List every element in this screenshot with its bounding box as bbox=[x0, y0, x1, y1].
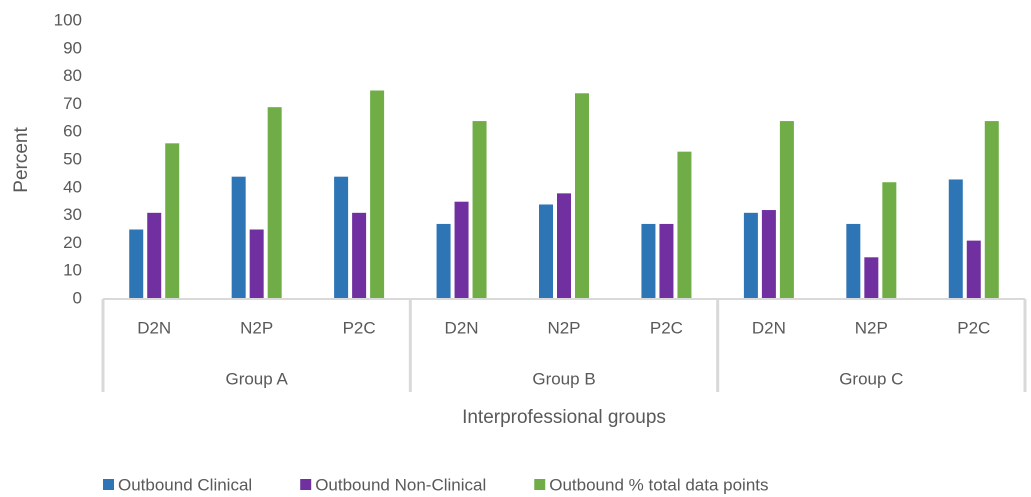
group-label: Group B bbox=[532, 369, 595, 388]
x-tick-label: P2C bbox=[957, 318, 990, 337]
bar bbox=[231, 176, 246, 299]
bar bbox=[249, 229, 264, 299]
legend-swatch bbox=[300, 479, 312, 490]
y-tick-label: 90 bbox=[63, 38, 82, 57]
bar bbox=[779, 121, 794, 299]
group-label: Group A bbox=[225, 369, 288, 388]
x-tick-label: D2N bbox=[752, 318, 786, 337]
legend-label: Outbound Clinical bbox=[118, 475, 252, 494]
legend-label: Outbound % total data points bbox=[549, 475, 768, 494]
legend-swatch bbox=[534, 479, 546, 490]
bar bbox=[743, 212, 758, 299]
x-axis-title: Interprofessional groups bbox=[462, 407, 666, 428]
bar bbox=[761, 210, 776, 299]
y-tick-label: 0 bbox=[73, 288, 82, 307]
x-tick-label: P2C bbox=[650, 318, 683, 337]
bar bbox=[454, 201, 469, 299]
bar bbox=[267, 107, 282, 300]
bar bbox=[966, 240, 981, 299]
bar bbox=[984, 121, 999, 299]
y-tick-label: 20 bbox=[63, 233, 82, 252]
legend-swatch bbox=[103, 479, 114, 490]
y-tick-label: 70 bbox=[63, 94, 82, 113]
bar bbox=[864, 257, 879, 299]
bar bbox=[882, 182, 897, 299]
x-tick-label: D2N bbox=[137, 318, 171, 337]
bar bbox=[370, 90, 385, 299]
y-tick-label: 10 bbox=[63, 261, 82, 280]
bar bbox=[129, 229, 144, 299]
x-tick-label: N2P bbox=[240, 318, 273, 337]
y-axis-title: Percent bbox=[11, 127, 32, 193]
y-tick-label: 80 bbox=[63, 66, 82, 85]
y-tick-label: 60 bbox=[63, 122, 82, 141]
bar bbox=[165, 143, 180, 299]
y-tick-label: 50 bbox=[63, 149, 82, 168]
bar bbox=[575, 93, 589, 299]
y-tick-label: 40 bbox=[63, 177, 82, 196]
legend-label: Outbound Non-Clinical bbox=[315, 475, 486, 494]
x-tick-label: D2N bbox=[445, 318, 479, 337]
bar bbox=[659, 223, 674, 299]
y-tick-label: 100 bbox=[54, 10, 82, 29]
bar bbox=[539, 204, 553, 299]
bar bbox=[641, 223, 656, 299]
bar bbox=[334, 176, 349, 299]
group-label: Group C bbox=[839, 369, 903, 388]
bar bbox=[436, 223, 451, 299]
bar bbox=[846, 223, 861, 299]
bar bbox=[948, 179, 963, 299]
x-tick-label: P2C bbox=[343, 318, 376, 337]
bar bbox=[472, 121, 487, 299]
x-tick-label: N2P bbox=[855, 318, 888, 337]
bar bbox=[677, 151, 692, 299]
bar bbox=[557, 193, 571, 299]
x-tick-label: N2P bbox=[547, 318, 580, 337]
bar bbox=[147, 212, 162, 299]
y-tick-label: 30 bbox=[63, 205, 82, 224]
bar bbox=[352, 212, 367, 299]
